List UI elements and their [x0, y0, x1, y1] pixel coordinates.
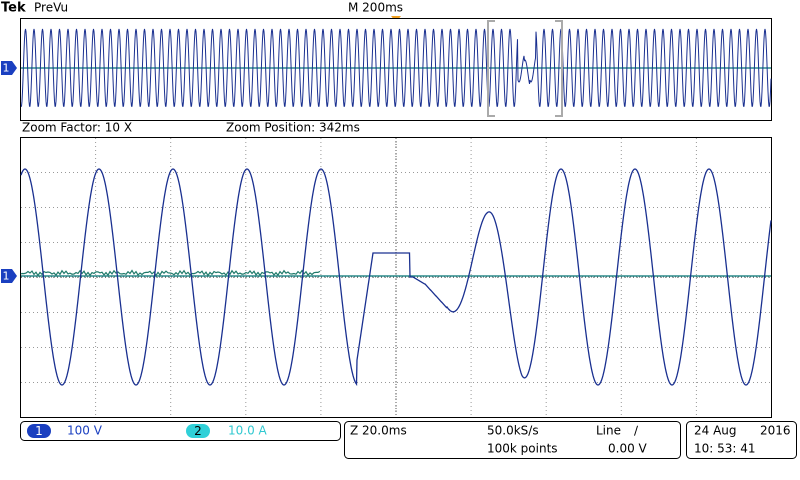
- brand: Tek: [1, 1, 26, 16]
- mode: PreVu: [34, 1, 68, 15]
- trigger-slope: ∕: [634, 424, 639, 438]
- channel-1-badge: [27, 424, 51, 438]
- channel-1-number: 1: [35, 424, 43, 438]
- channel-1-scale: 100 V: [67, 424, 103, 438]
- overview-trace: [21, 28, 772, 107]
- record-length: 100k points: [487, 442, 558, 456]
- overview-marker: [1, 61, 17, 75]
- channel-box: [20, 421, 341, 441]
- clock-box: [686, 421, 797, 459]
- channel-2-scale: 10.0 A: [228, 424, 268, 438]
- zoom-bracket: [487, 20, 563, 117]
- main-waveform: [20, 168, 772, 387]
- sample-rate: 50.0kS/s: [487, 424, 539, 438]
- overview-waveform: [21, 28, 772, 107]
- channel-2-badge: [186, 424, 210, 438]
- channel-marker-label: 1: [3, 270, 10, 283]
- date: 24 Aug: [694, 424, 737, 438]
- trigger-source: Line: [596, 424, 621, 438]
- channel-2-number: 2: [194, 424, 202, 438]
- year: 2016: [760, 424, 791, 438]
- zoom-position: Zoom Position: 342ms: [226, 121, 360, 135]
- channel-1-trace: [20, 168, 772, 387]
- channel-marker: [1, 269, 17, 283]
- trigger-level: 0.00 V: [608, 442, 648, 456]
- time: 10: 53: 41: [694, 442, 756, 456]
- zoom-scale: Z 20.0ms: [350, 424, 407, 438]
- overview-marker-label: 1: [3, 62, 10, 75]
- channel-2-trace: [20, 269, 321, 277]
- timebase: M 200ms: [348, 1, 403, 15]
- zoom-factor: Zoom Factor: 10 X: [22, 121, 132, 135]
- acquisition-box: [344, 421, 681, 459]
